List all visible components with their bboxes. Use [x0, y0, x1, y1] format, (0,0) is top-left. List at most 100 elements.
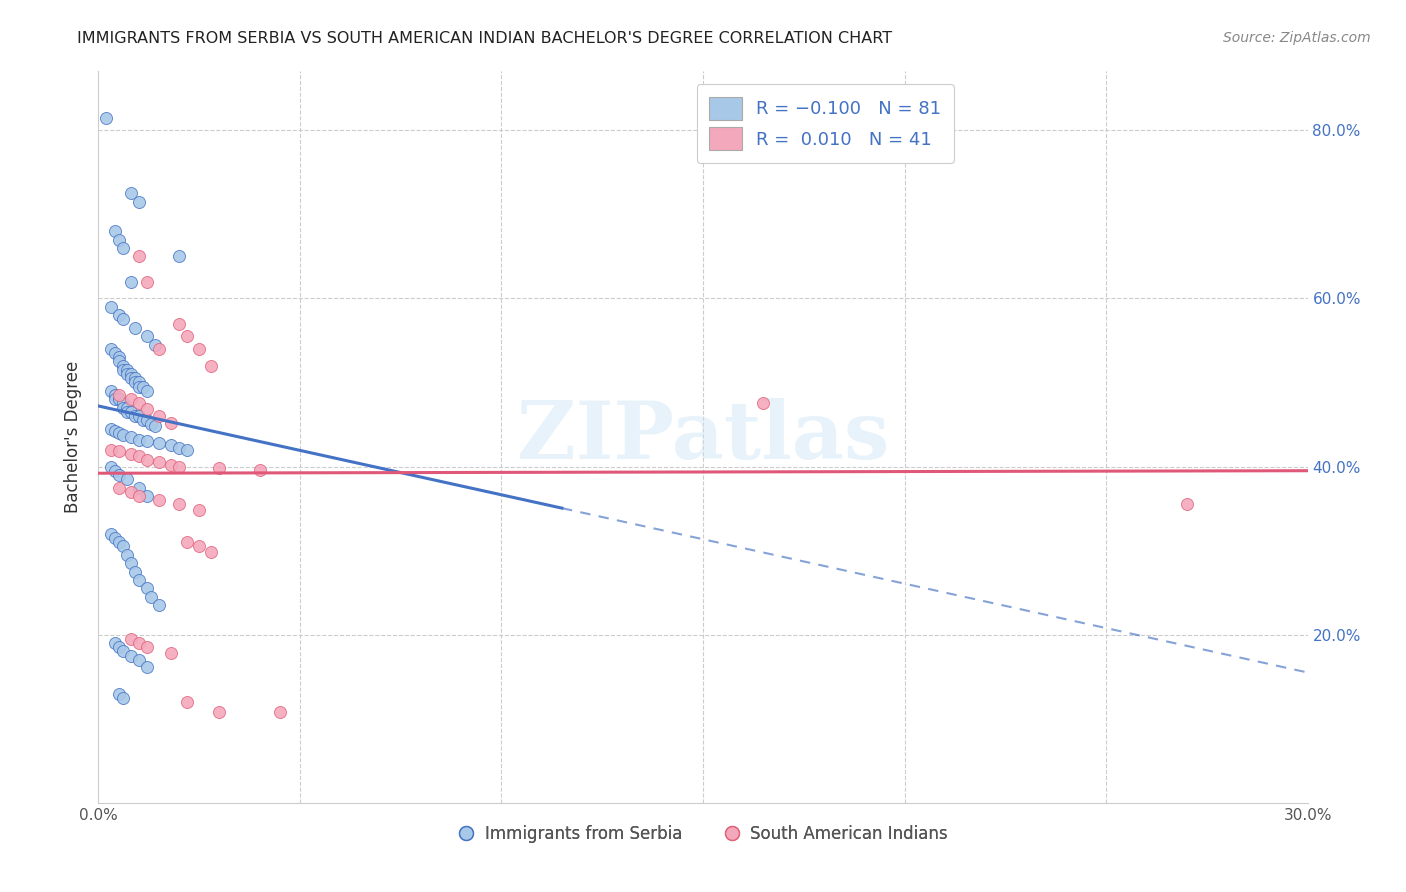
- Point: [120, 556, 142, 570]
- Point: [96, 111, 118, 125]
- Point: [128, 433, 150, 447]
- Point: [107, 392, 129, 407]
- Point: [120, 186, 142, 201]
- Point: [111, 312, 134, 326]
- Point: [103, 388, 125, 402]
- Point: [107, 354, 129, 368]
- Point: [115, 367, 138, 381]
- Point: [111, 427, 134, 442]
- Point: [100, 526, 122, 541]
- Point: [167, 249, 190, 263]
- Point: [124, 409, 146, 423]
- Point: [135, 329, 157, 343]
- Point: [148, 436, 170, 450]
- Point: [143, 337, 166, 351]
- Point: [135, 434, 157, 449]
- Point: [176, 695, 198, 709]
- Point: [120, 648, 142, 663]
- Point: [120, 275, 142, 289]
- Point: [148, 493, 170, 508]
- Point: [208, 705, 231, 719]
- Point: [107, 444, 129, 458]
- Point: [148, 342, 170, 356]
- Point: [176, 442, 198, 457]
- Point: [103, 392, 125, 407]
- Point: [188, 342, 211, 356]
- Point: [128, 489, 150, 503]
- Point: [188, 503, 211, 517]
- Point: [120, 371, 142, 385]
- Point: [124, 320, 146, 334]
- Point: [128, 653, 150, 667]
- Point: [139, 590, 162, 604]
- Point: [111, 401, 134, 415]
- Point: [115, 363, 138, 377]
- Point: [160, 438, 183, 452]
- Point: [111, 359, 134, 373]
- Point: [100, 342, 122, 356]
- Point: [1175, 497, 1198, 511]
- Point: [107, 233, 129, 247]
- Point: [107, 425, 129, 440]
- Point: [167, 441, 190, 455]
- Point: [139, 417, 162, 432]
- Point: [111, 644, 134, 658]
- Point: [100, 442, 122, 457]
- Point: [160, 416, 183, 430]
- Point: [135, 452, 157, 467]
- Point: [167, 497, 190, 511]
- Point: [160, 646, 183, 660]
- Point: [135, 413, 157, 427]
- Point: [120, 632, 142, 646]
- Point: [111, 241, 134, 255]
- Point: [103, 346, 125, 360]
- Point: [120, 447, 142, 461]
- Point: [124, 371, 146, 385]
- Point: [111, 363, 134, 377]
- Point: [107, 686, 129, 700]
- Point: [176, 329, 198, 343]
- Point: [107, 535, 129, 549]
- Point: [752, 396, 775, 410]
- Point: [167, 317, 190, 331]
- Point: [100, 422, 122, 436]
- Point: [143, 419, 166, 434]
- Point: [124, 565, 146, 579]
- Y-axis label: Bachelor's Degree: Bachelor's Degree: [65, 361, 83, 513]
- Point: [128, 636, 150, 650]
- Text: ZIPatlas: ZIPatlas: [517, 398, 889, 476]
- Point: [148, 599, 170, 613]
- Point: [128, 379, 150, 393]
- Point: [128, 409, 150, 423]
- Point: [111, 540, 134, 554]
- Point: [107, 350, 129, 364]
- Point: [124, 376, 146, 390]
- Point: [115, 548, 138, 562]
- Point: [107, 640, 129, 655]
- Point: [107, 467, 129, 482]
- Point: [135, 402, 157, 417]
- Point: [120, 392, 142, 407]
- Point: [132, 413, 155, 427]
- Point: [107, 308, 129, 322]
- Point: [128, 194, 150, 209]
- Point: [111, 396, 134, 410]
- Point: [132, 379, 155, 393]
- Point: [176, 535, 198, 549]
- Point: [135, 659, 157, 673]
- Point: [107, 388, 129, 402]
- Point: [135, 640, 157, 655]
- Point: [107, 481, 129, 495]
- Point: [135, 582, 157, 596]
- Point: [128, 376, 150, 390]
- Point: [103, 636, 125, 650]
- Point: [115, 472, 138, 486]
- Point: [120, 484, 142, 499]
- Point: [111, 690, 134, 705]
- Point: [115, 401, 138, 415]
- Point: [188, 540, 211, 554]
- Legend: Immigrants from Serbia, South American Indians: Immigrants from Serbia, South American I…: [451, 818, 955, 849]
- Text: Source: ZipAtlas.com: Source: ZipAtlas.com: [1223, 31, 1371, 45]
- Point: [103, 464, 125, 478]
- Point: [160, 458, 183, 472]
